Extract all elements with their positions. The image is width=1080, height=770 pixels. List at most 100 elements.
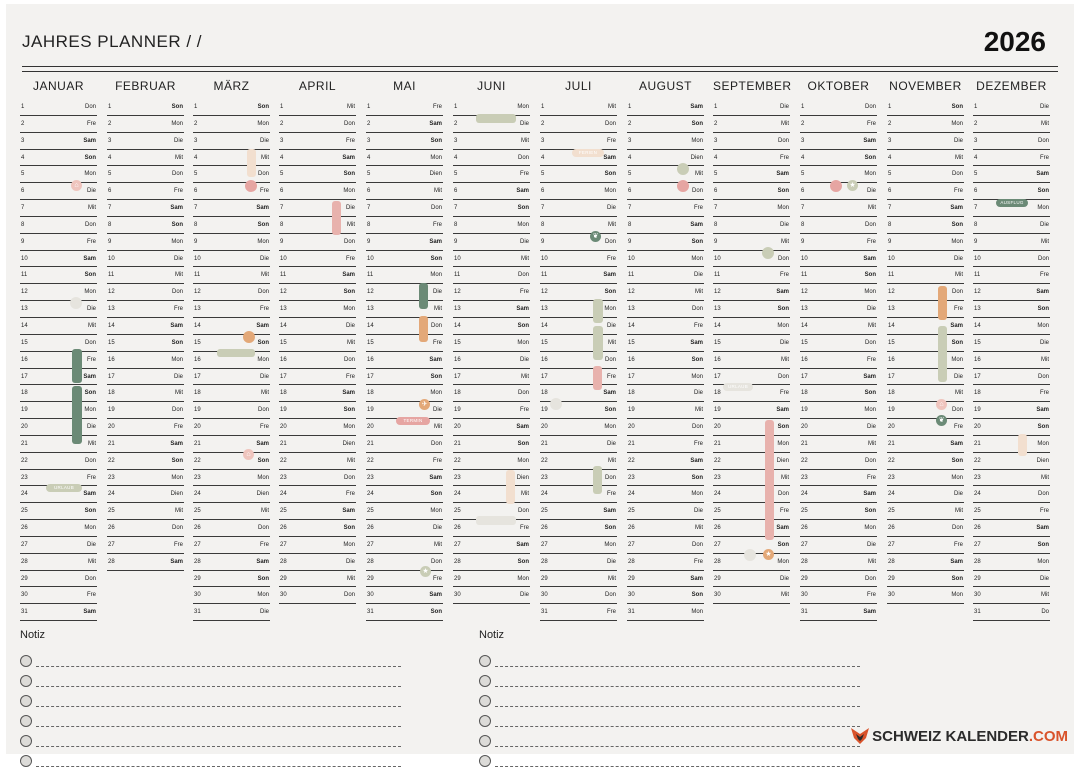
day-row[interactable]: 14 Sam — [107, 318, 184, 335]
day-row[interactable]: 31 Sam — [20, 604, 97, 622]
day-row[interactable]: 16 Die — [453, 352, 530, 369]
day-row[interactable]: 6 Fre — [887, 183, 964, 201]
note-bullet-icon[interactable] — [20, 735, 32, 747]
day-row[interactable]: 13 Don — [627, 301, 704, 318]
day-row[interactable]: 18 Sam — [279, 385, 356, 403]
day-row[interactable]: 28 Die — [279, 554, 356, 571]
day-row[interactable]: 29 Die — [713, 571, 790, 588]
day-row[interactable]: 5 Don — [107, 166, 184, 184]
day-row[interactable]: 2 Mon — [107, 116, 184, 133]
day-row[interactable]: 7 Die — [279, 200, 356, 217]
day-row[interactable]: 4 Fre — [973, 150, 1050, 167]
day-row[interactable]: 21 Son — [453, 436, 530, 453]
note-line[interactable] — [20, 652, 401, 670]
day-row[interactable]: 29 Son — [193, 571, 270, 588]
day-row[interactable]: 21 Mon — [713, 436, 790, 453]
note-bullet-icon[interactable] — [479, 695, 491, 707]
day-row[interactable]: 27 Sam — [453, 537, 530, 554]
day-row[interactable]: 18 Fre — [713, 385, 790, 403]
day-row[interactable]: 8 Mit — [279, 217, 356, 234]
day-row[interactable]: 2 Don — [279, 116, 356, 133]
note-line[interactable] — [479, 672, 860, 690]
day-row[interactable]: 28 Sam — [193, 554, 270, 571]
day-row[interactable]: 20 Sam — [453, 419, 530, 436]
day-row[interactable]: 9 Son — [627, 234, 704, 251]
day-row[interactable]: 30 Die — [453, 587, 530, 605]
day-row[interactable]: 9 Don — [279, 234, 356, 251]
day-row[interactable]: 24 Son — [366, 486, 443, 504]
day-row[interactable]: 16 Mon — [107, 352, 184, 369]
day-row[interactable]: 2 Son — [627, 116, 704, 133]
day-row[interactable]: 21 Don — [366, 436, 443, 453]
day-row[interactable]: 24 Dien — [107, 486, 184, 504]
day-row[interactable]: 30 Mit — [713, 587, 790, 605]
day-row[interactable]: 20 Mon — [540, 419, 617, 436]
day-row[interactable]: 8 Mit — [540, 217, 617, 234]
day-row[interactable]: 15 Don — [20, 335, 97, 352]
day-row[interactable]: 21 Sam — [193, 436, 270, 453]
day-row[interactable]: 18 Die — [627, 385, 704, 403]
day-row[interactable]: 31 Mon — [627, 604, 704, 622]
day-row[interactable]: 6 Fre — [193, 183, 270, 201]
day-row[interactable]: 9 Don — [540, 234, 617, 251]
day-row[interactable]: 11 Mit — [193, 267, 270, 285]
day-row[interactable]: 15 Son — [107, 335, 184, 352]
day-row[interactable]: 27 Mon — [540, 537, 617, 554]
day-row[interactable]: 2 Mon — [887, 116, 964, 133]
day-row[interactable]: 18 Mit — [887, 385, 964, 403]
note-line[interactable] — [20, 672, 401, 690]
day-row[interactable]: 5 Mit — [627, 166, 704, 184]
day-row[interactable]: 26 Mit — [627, 520, 704, 537]
day-row[interactable]: 4 Mon — [366, 150, 443, 167]
day-row[interactable]: 2 Die — [453, 116, 530, 133]
day-row[interactable]: 22 Dien — [713, 453, 790, 470]
day-row[interactable]: 9 Mon — [193, 234, 270, 251]
day-row[interactable]: 3 Die — [107, 133, 184, 150]
note-line[interactable] — [479, 752, 860, 770]
day-row[interactable]: 14 Son — [453, 318, 530, 335]
day-row[interactable]: 25 Mit — [107, 503, 184, 521]
day-row[interactable]: 20 Fre — [193, 419, 270, 436]
day-row[interactable]: 13 Fre — [107, 301, 184, 318]
day-row[interactable]: 24 Mit — [453, 486, 530, 504]
day-row[interactable]: 28 Fre — [627, 554, 704, 571]
day-row[interactable]: 1 Mit — [279, 99, 356, 116]
day-row[interactable]: 27 Fre — [887, 537, 964, 554]
day-row[interactable]: 26 Son — [540, 520, 617, 537]
day-row[interactable]: 6 Son — [713, 183, 790, 201]
day-row[interactable]: 23 Mon — [107, 470, 184, 487]
day-row[interactable]: 18 Sam — [540, 385, 617, 403]
day-row[interactable]: 20 Mit — [366, 419, 443, 436]
note-bullet-icon[interactable] — [20, 695, 32, 707]
day-row[interactable]: 22 Fre — [366, 453, 443, 470]
day-row[interactable]: 8 Son — [107, 217, 184, 234]
day-row[interactable]: 15 Don — [800, 335, 877, 352]
day-row[interactable]: 21 Mit — [800, 436, 877, 453]
note-line[interactable] — [479, 732, 860, 750]
day-row[interactable]: 22 Dien — [973, 453, 1050, 470]
day-row[interactable]: 3 Mon — [627, 133, 704, 150]
day-row[interactable]: 2 Fre — [20, 116, 97, 133]
day-row[interactable]: 24 Don — [713, 486, 790, 504]
day-row[interactable]: 12 Sam — [713, 284, 790, 302]
day-row[interactable]: 17 Sam — [20, 369, 97, 386]
day-row[interactable]: 3 Sam — [20, 133, 97, 150]
day-row[interactable]: 14 Die — [279, 318, 356, 335]
day-row[interactable]: 22 Son — [193, 453, 270, 470]
day-row[interactable]: 5 Son — [540, 166, 617, 184]
day-row[interactable]: 9 Mon — [887, 234, 964, 251]
day-row[interactable]: 15 Fre — [366, 335, 443, 352]
day-row[interactable]: 18 Don — [453, 385, 530, 403]
day-row[interactable]: 22 Son — [887, 453, 964, 470]
day-row[interactable]: 3 Don — [973, 133, 1050, 150]
day-row[interactable]: 9 Fre — [800, 234, 877, 251]
day-row[interactable]: 8 Sam — [627, 217, 704, 234]
day-row[interactable]: 18 Son — [800, 385, 877, 403]
day-row[interactable]: 1 Mit — [540, 99, 617, 116]
day-row[interactable]: 25 Mon — [366, 503, 443, 521]
day-row[interactable]: 2 Fre — [800, 116, 877, 133]
day-row[interactable]: 20 Mon — [279, 419, 356, 436]
day-row[interactable]: 21 Mit — [20, 436, 97, 453]
day-row[interactable]: 25 Mit — [887, 503, 964, 521]
day-row[interactable]: 30 Son — [627, 587, 704, 605]
